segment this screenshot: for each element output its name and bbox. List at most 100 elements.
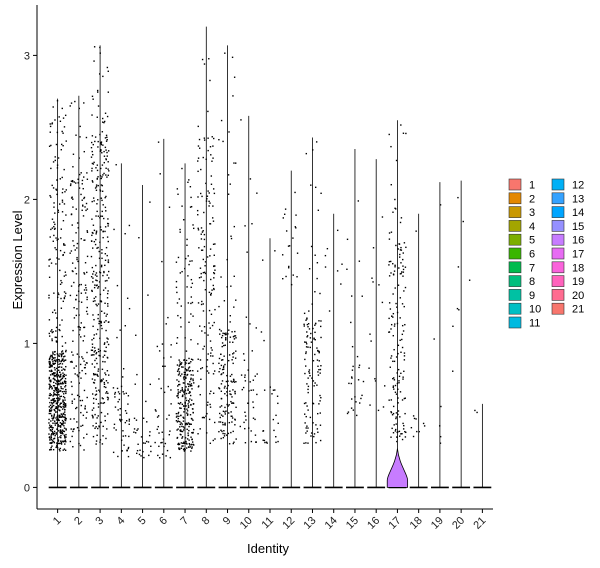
point bbox=[93, 382, 96, 384]
point bbox=[222, 359, 224, 361]
point bbox=[186, 373, 189, 376]
point bbox=[97, 146, 99, 148]
point bbox=[76, 353, 79, 355]
x-tick-label-4: 4 bbox=[115, 515, 128, 528]
point bbox=[147, 294, 149, 296]
point bbox=[55, 248, 57, 251]
point bbox=[350, 321, 352, 324]
point bbox=[74, 249, 76, 251]
point bbox=[402, 132, 405, 134]
point bbox=[71, 360, 73, 363]
point bbox=[100, 421, 102, 424]
point bbox=[54, 357, 56, 359]
point bbox=[81, 369, 83, 372]
point bbox=[83, 197, 85, 200]
legend-item-5: 5 bbox=[508, 233, 535, 247]
point bbox=[308, 328, 311, 330]
point bbox=[307, 442, 309, 444]
point bbox=[392, 211, 394, 213]
point bbox=[213, 271, 215, 274]
point bbox=[225, 332, 227, 334]
point bbox=[94, 140, 96, 143]
point bbox=[58, 394, 60, 396]
point bbox=[309, 416, 312, 419]
x-tick-label-1: 1 bbox=[51, 515, 64, 528]
point bbox=[404, 323, 406, 326]
point bbox=[95, 422, 97, 425]
point bbox=[91, 170, 93, 172]
point bbox=[314, 353, 316, 356]
point bbox=[58, 442, 61, 445]
points-3 bbox=[90, 46, 110, 445]
x-tick-label-6: 6 bbox=[157, 515, 170, 528]
point bbox=[177, 383, 180, 386]
point bbox=[197, 433, 199, 435]
point bbox=[202, 258, 205, 261]
point bbox=[188, 429, 190, 432]
point bbox=[183, 442, 185, 444]
point bbox=[388, 238, 391, 240]
point bbox=[228, 329, 230, 331]
point bbox=[197, 386, 200, 388]
point bbox=[187, 275, 189, 277]
point bbox=[78, 372, 81, 374]
legend-item-19: 19 bbox=[551, 275, 584, 288]
point bbox=[85, 310, 88, 313]
legend-swatch bbox=[508, 247, 522, 260]
legend-label: 7 bbox=[529, 262, 535, 274]
point bbox=[59, 362, 61, 365]
point bbox=[51, 122, 54, 124]
point bbox=[401, 433, 403, 435]
violin-5 bbox=[133, 185, 152, 489]
point bbox=[55, 367, 58, 370]
point bbox=[91, 200, 93, 203]
point bbox=[362, 380, 365, 383]
point bbox=[228, 131, 230, 133]
point bbox=[84, 405, 87, 407]
point bbox=[214, 269, 216, 271]
point bbox=[180, 305, 182, 307]
point bbox=[51, 339, 53, 342]
point bbox=[357, 379, 360, 381]
point bbox=[48, 433, 50, 435]
point bbox=[107, 397, 110, 399]
point bbox=[224, 424, 226, 426]
point bbox=[95, 215, 97, 217]
point bbox=[64, 386, 66, 388]
point bbox=[192, 419, 194, 421]
point bbox=[62, 300, 64, 303]
point bbox=[396, 382, 399, 385]
point bbox=[187, 385, 190, 388]
point bbox=[104, 230, 106, 233]
point bbox=[317, 412, 319, 415]
point bbox=[358, 366, 360, 369]
point bbox=[185, 392, 188, 395]
point bbox=[58, 369, 60, 372]
point bbox=[126, 297, 129, 299]
point bbox=[262, 259, 264, 261]
point bbox=[201, 195, 203, 198]
legend-item-3: 3 bbox=[508, 206, 535, 219]
point bbox=[190, 450, 192, 452]
point bbox=[60, 441, 63, 444]
point bbox=[209, 406, 212, 408]
point bbox=[97, 415, 99, 417]
point bbox=[314, 186, 317, 189]
violin-10 bbox=[239, 115, 258, 489]
point bbox=[51, 311, 54, 314]
point bbox=[292, 274, 294, 276]
point bbox=[93, 200, 95, 202]
point bbox=[203, 416, 205, 419]
point bbox=[53, 385, 56, 387]
point bbox=[63, 360, 65, 363]
point bbox=[103, 217, 105, 220]
point bbox=[98, 425, 100, 427]
point bbox=[175, 412, 178, 415]
point bbox=[203, 238, 206, 241]
point bbox=[107, 259, 110, 261]
point bbox=[84, 262, 87, 264]
point bbox=[186, 238, 188, 241]
point bbox=[203, 211, 205, 214]
point bbox=[391, 427, 393, 430]
point bbox=[106, 254, 108, 257]
